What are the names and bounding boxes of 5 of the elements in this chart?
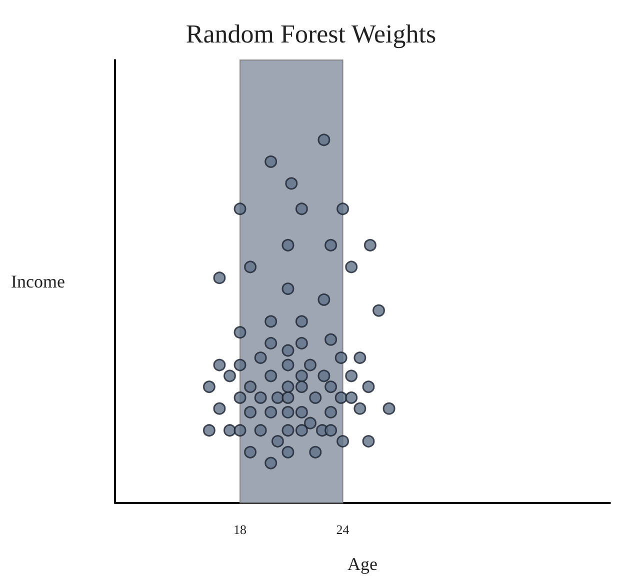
x-axis-title: Age	[347, 554, 378, 574]
x-tick-label: 18	[234, 522, 247, 537]
chart-title: Random Forest Weights	[186, 20, 436, 48]
y-axis-title: Income	[10, 272, 65, 292]
x-tick-label: 24	[336, 522, 350, 537]
